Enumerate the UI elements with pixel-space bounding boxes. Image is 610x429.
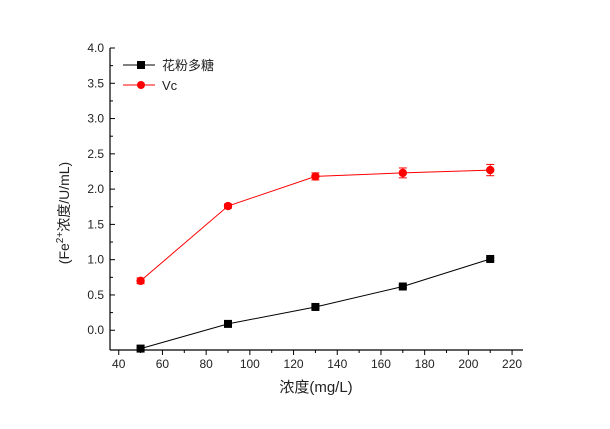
y-tick-label: 1.0 <box>87 253 104 267</box>
x-tick-label: 200 <box>458 357 478 371</box>
x-tick-label: 120 <box>284 357 304 371</box>
y-tick-label: 1.5 <box>87 217 104 231</box>
data-point <box>311 172 320 181</box>
data-point <box>224 319 232 328</box>
legend-label: 花粉多糖 <box>162 58 214 73</box>
legend-label: Vc <box>162 78 178 93</box>
x-tick-label: 40 <box>112 357 126 371</box>
x-tick-label: 80 <box>199 357 213 371</box>
y-tick-label: 0.5 <box>87 288 104 302</box>
y-tick-label: 4.0 <box>87 41 104 55</box>
y-tick-label: 3.0 <box>87 112 104 126</box>
data-point <box>136 276 145 286</box>
y-tick-label: 2.0 <box>87 182 104 196</box>
legend: 花粉多糖 Vc <box>123 58 214 93</box>
y-tick-label: 3.5 <box>87 76 104 90</box>
y-tick-label: 0.0 <box>87 323 104 337</box>
data-point <box>311 302 320 311</box>
x-tick-label: 180 <box>415 357 435 371</box>
x-tick-label: 140 <box>327 357 347 371</box>
series-line-1 <box>140 169 491 282</box>
x-tick-label: 100 <box>240 357 260 371</box>
data-point <box>398 168 408 178</box>
data-point <box>223 201 233 211</box>
legend-marker <box>137 81 145 89</box>
data-point <box>486 254 495 263</box>
x-tick-label: 160 <box>371 357 391 371</box>
x-tick-label: 220 <box>502 357 522 371</box>
y-tick-label: 2.5 <box>87 147 104 161</box>
legend-marker <box>137 61 145 69</box>
x-axis-label: 浓度(mg/L) <box>279 379 352 396</box>
data-point <box>486 165 495 175</box>
data-point <box>398 282 407 291</box>
y-axis-label: (Fe2+浓度/U/mL) <box>55 162 72 264</box>
x-tick-label: 60 <box>156 357 170 371</box>
data-point <box>136 344 145 353</box>
